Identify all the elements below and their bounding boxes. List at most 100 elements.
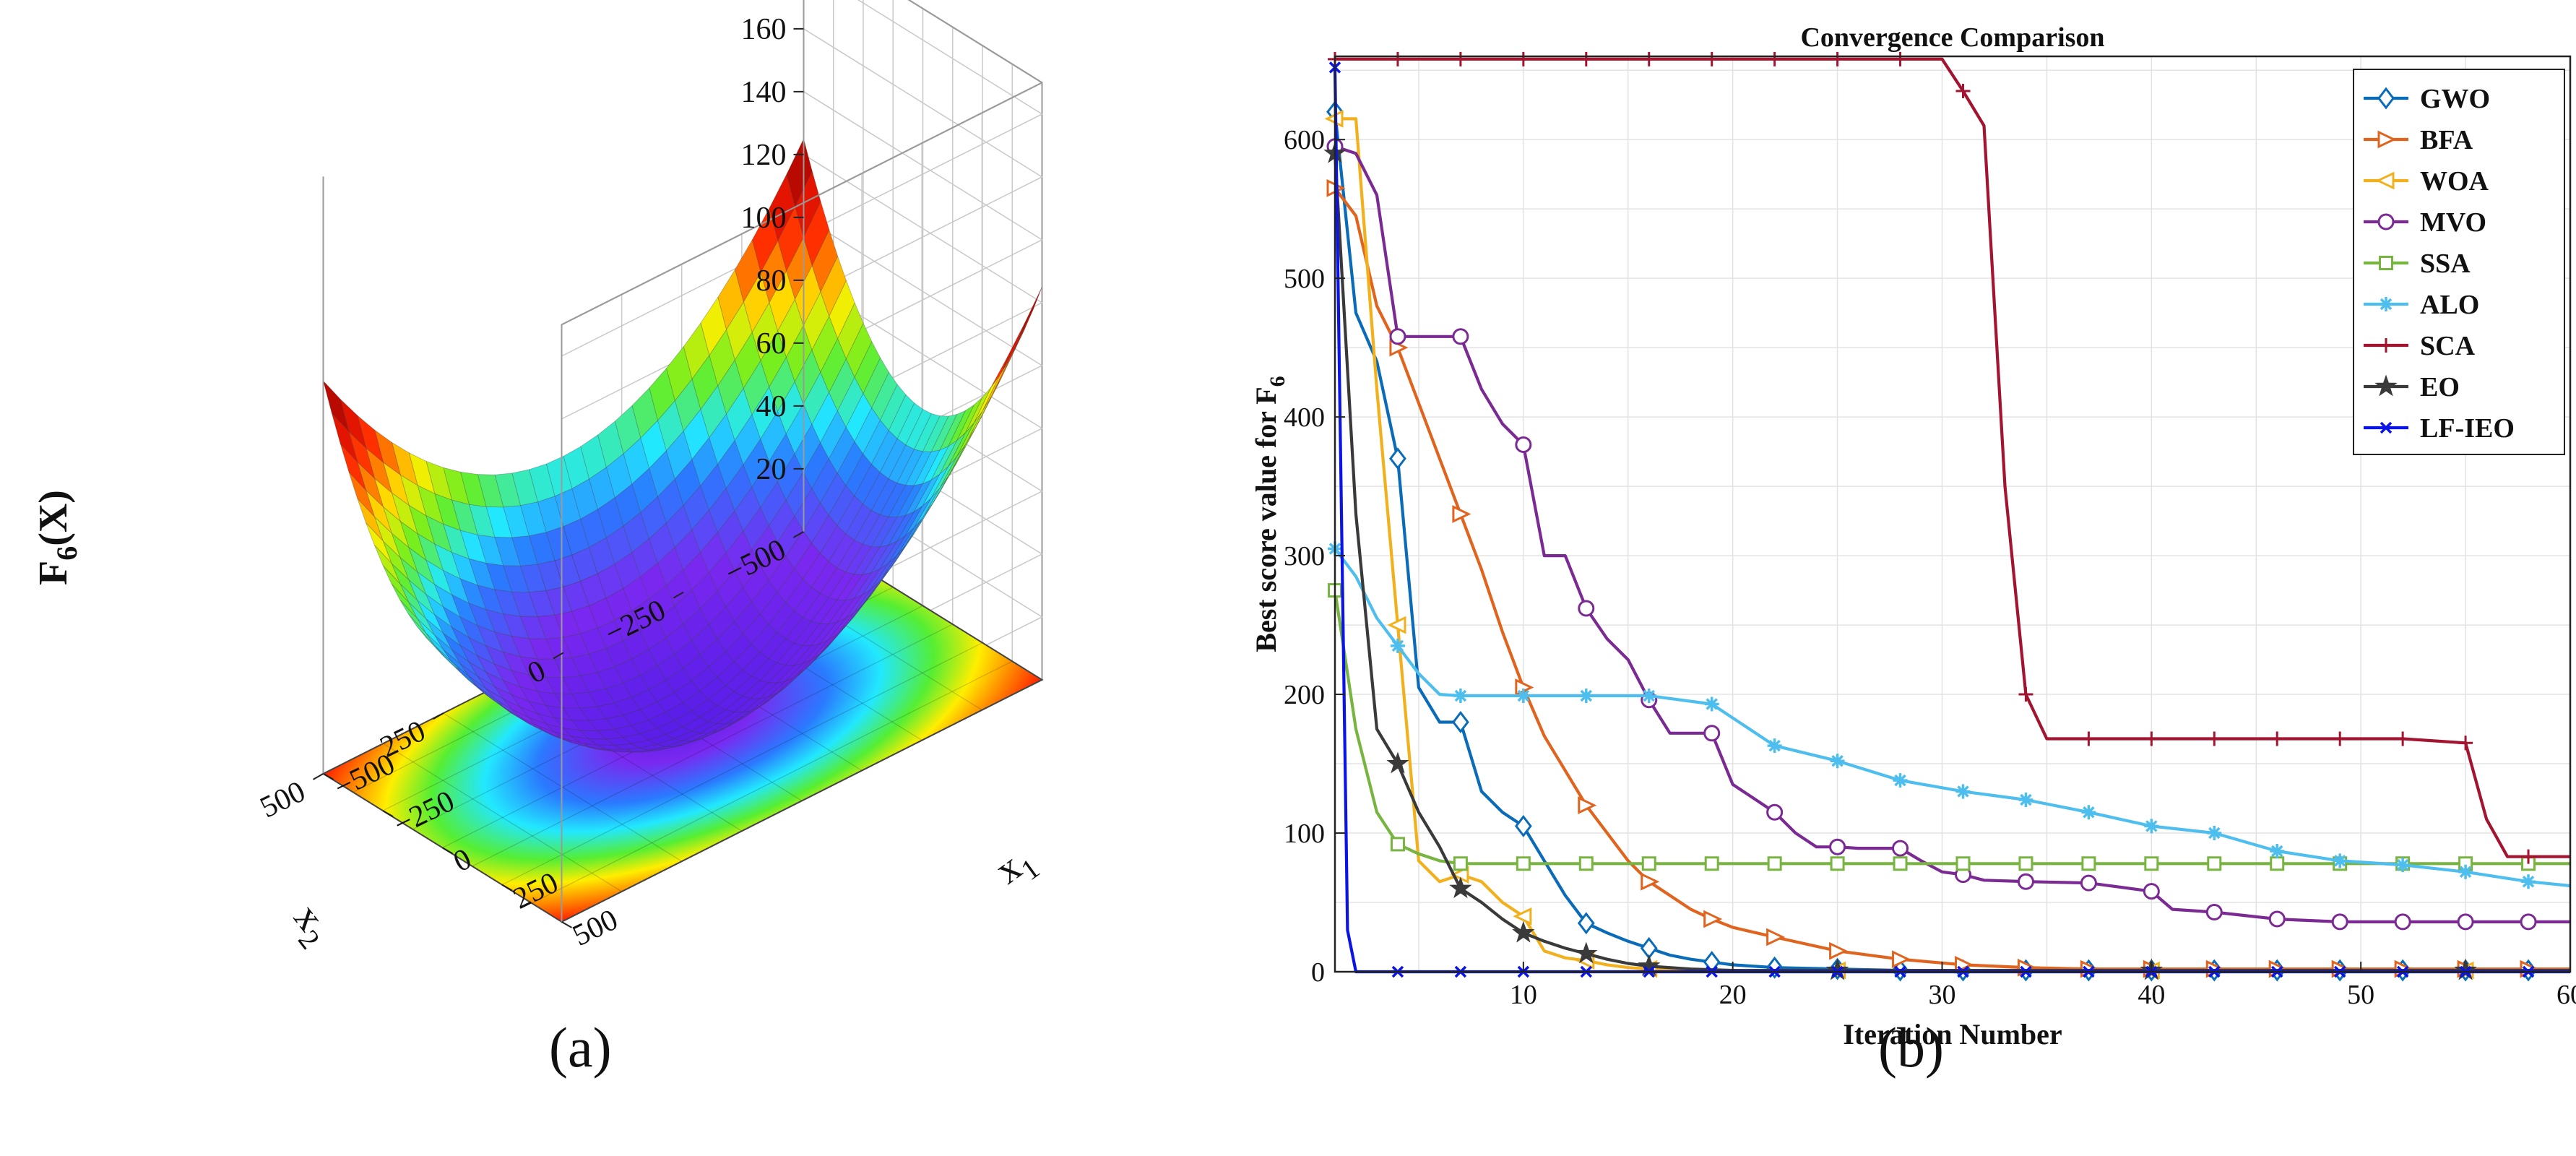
point-ssa <box>1830 856 1845 871</box>
point-sca <box>2270 731 2285 746</box>
series-line-alo <box>1334 548 2571 888</box>
legend-label: BFA <box>2420 125 2473 155</box>
point-mvo <box>1829 838 1846 855</box>
legend-item-eo: EO <box>2364 372 2460 402</box>
point-alo <box>2081 805 2096 820</box>
point-eo <box>1449 876 1472 899</box>
point-sca <box>2333 731 2348 746</box>
point-sca <box>1390 51 1405 66</box>
point-gwo <box>1514 814 1532 837</box>
x-axis-label: Iteration Number <box>1843 1018 2062 1051</box>
point-mvo <box>1703 725 1721 742</box>
y-tick-label: 400 <box>1284 402 1325 433</box>
point-mvo <box>2394 913 2411 931</box>
y-tick-label: 300 <box>1284 541 1325 571</box>
point-sca <box>1516 51 1531 66</box>
point-alo <box>2395 858 2411 873</box>
z-axis-label: F6(X) <box>31 490 83 585</box>
point-eo <box>1512 920 1535 943</box>
legend-label: ALO <box>2420 290 2479 320</box>
point-bfa <box>1578 796 1597 815</box>
point-sca <box>2207 731 2222 746</box>
series-sca <box>1328 51 2570 864</box>
point-sca <box>2458 736 2473 751</box>
point-mvo <box>2205 903 2223 920</box>
legend-label: MVO <box>2420 207 2486 238</box>
y-tick-label: 200 <box>1284 680 1325 710</box>
point-ssa <box>1390 837 1405 852</box>
point-sca <box>1453 51 1468 66</box>
point-mvo <box>1892 840 1909 857</box>
x-tick-label: 60 <box>2556 980 2576 1010</box>
point-ssa <box>2207 856 2222 871</box>
point-mvo <box>1578 600 1595 617</box>
legend-item-sca: SCA <box>2364 331 2476 361</box>
y-axis-label: Best score value for F6 <box>1250 376 1289 652</box>
legend-marker <box>2377 130 2397 149</box>
legend-marker <box>2374 374 2398 397</box>
x-tick-label: 40 <box>2138 980 2165 1010</box>
x1-tick <box>323 773 334 780</box>
caption-b: (b) <box>1878 1016 1944 1079</box>
surface-facet <box>348 471 375 517</box>
point-ssa <box>1955 856 1971 871</box>
point-ssa <box>1516 856 1531 871</box>
point-sca <box>2521 849 2536 864</box>
box-edge <box>907 0 1043 84</box>
panel-b-convergence-chart: 1020304050600100200300400500600 Converge… <box>1228 0 2576 1152</box>
point-sca <box>1578 51 1594 66</box>
point-sca <box>2395 731 2411 746</box>
point-woa <box>1513 907 1532 926</box>
point-ssa <box>1453 856 1468 871</box>
axis-ticks-b: 1020304050600100200300400500600 <box>1284 125 2576 1010</box>
point-eo <box>1575 941 1598 964</box>
z-axis-label-tail: (X) <box>31 490 76 546</box>
point-sca <box>2018 687 2033 702</box>
x-tick-label: 50 <box>2347 980 2374 1010</box>
box-edge <box>561 82 1042 326</box>
point-bfa <box>1703 910 1723 928</box>
legend-label: GWO <box>2420 84 2490 114</box>
floor-grid <box>501 642 983 886</box>
floor-grid <box>443 712 683 862</box>
z-axis-label-main: F <box>31 561 76 585</box>
x2-axis-label: x2 <box>280 896 342 955</box>
series-alo <box>1328 541 2571 889</box>
series-line-sca <box>1335 57 2570 858</box>
point-ssa <box>1704 856 1719 871</box>
z-tick-label: 80 <box>756 264 787 298</box>
point-ssa <box>1641 856 1656 871</box>
point-eo <box>1386 751 1409 774</box>
x2-tick <box>553 652 564 660</box>
x-tick-label: 30 <box>1929 980 1956 1010</box>
x1-axis-label: x1 <box>987 836 1045 898</box>
legend-marker <box>2379 338 2393 353</box>
point-sca <box>1893 51 1908 66</box>
panel-a-surface-plot: 20406080100120140160180−500−250025050050… <box>0 0 1228 1152</box>
point-ssa <box>1893 856 1908 871</box>
point-mvo <box>2268 910 2286 928</box>
legend-item-mvo: MVO <box>2364 207 2486 238</box>
point-gwo <box>1452 710 1469 733</box>
z-tick-label: 20 <box>756 453 787 486</box>
legend-label: WOA <box>2420 166 2489 197</box>
legend-item-gwo: GWO <box>2364 84 2490 114</box>
point-ssa <box>1767 856 1782 871</box>
point-sca <box>1641 51 1656 66</box>
point-alo <box>1893 773 1908 788</box>
point-mvo <box>2457 913 2474 931</box>
point-mvo <box>1766 803 1784 821</box>
chart-title: Convergence Comparison <box>1800 22 2104 53</box>
point-mvo <box>2017 873 2034 890</box>
point-mvo <box>2520 913 2537 931</box>
point-alo <box>1516 688 1531 703</box>
point-alo <box>1830 754 1845 769</box>
legend-marker <box>2379 297 2393 311</box>
chart-legend: GWO BFA WOA MVO SSA ALO SCA EO LF-IEO <box>2353 69 2565 455</box>
point-alo <box>1767 738 1782 754</box>
z-tick-label: 160 <box>741 13 787 46</box>
legend-item-woa: WOA <box>2364 166 2489 197</box>
point-ssa <box>2018 856 2033 871</box>
point-mvo <box>1515 436 1532 454</box>
z-tick-label: 140 <box>741 76 787 109</box>
